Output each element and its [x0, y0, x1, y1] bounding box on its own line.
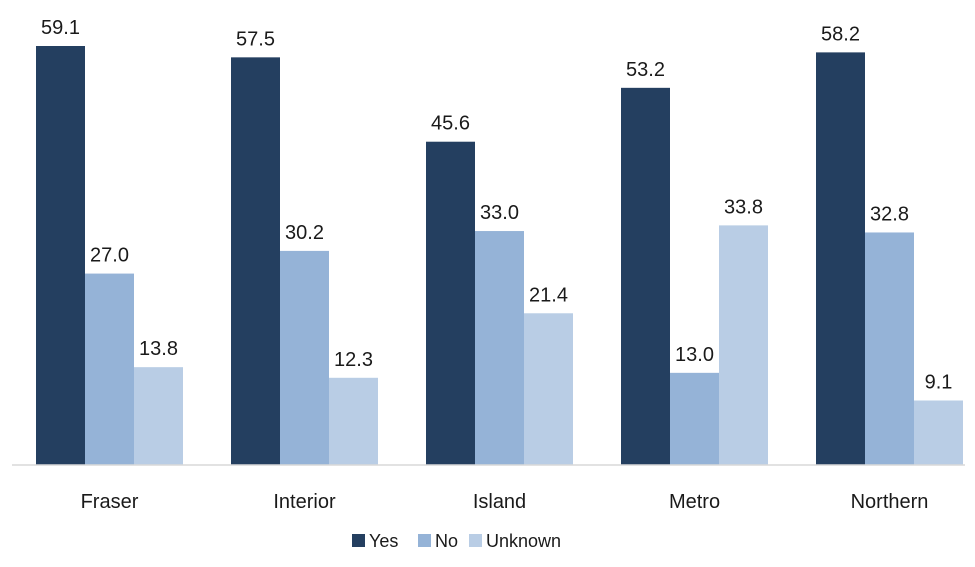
data-label-metro-no: 13.0 — [675, 344, 714, 366]
bar-interior-yes — [231, 57, 280, 466]
legend-label-unknown: Unknown — [486, 531, 561, 551]
data-label-island-no: 33.0 — [480, 202, 519, 224]
bar-island-yes — [426, 141, 475, 465]
data-label-island-yes: 45.6 — [431, 113, 470, 135]
data-label-island-unknown: 21.4 — [529, 284, 568, 306]
x-tick-labels: Fraser Interior Island Metro Northern — [81, 491, 929, 513]
bar-fraser-unknown — [134, 367, 183, 465]
bar-interior-no — [280, 250, 329, 465]
bar-island-no — [475, 231, 524, 465]
data-label-metro-yes: 53.2 — [626, 59, 665, 81]
x-tick-label-interior: Interior — [273, 491, 336, 513]
bars-layer — [36, 46, 963, 466]
bar-northern-yes — [816, 52, 865, 466]
data-label-interior-yes: 57.5 — [236, 28, 275, 50]
bar-fraser-yes — [36, 46, 85, 465]
legend-swatch-yes — [352, 534, 365, 547]
data-label-fraser-unknown: 13.8 — [139, 338, 178, 360]
data-label-fraser-yes: 59.1 — [41, 17, 80, 39]
legend: Yes No Unknown — [352, 531, 561, 551]
data-label-interior-unknown: 12.3 — [334, 349, 373, 371]
bar-fraser-no — [85, 273, 134, 465]
bar-interior-unknown — [329, 377, 378, 465]
data-label-fraser-no: 27.0 — [90, 245, 129, 267]
value-labels-layer: 59.1 27.0 13.8 57.5 30.2 12.3 45.6 33.0 21.4 53.2… — [41, 17, 952, 393]
x-tick-label-fraser: Fraser — [81, 491, 139, 513]
bar-northern-unknown — [914, 400, 963, 465]
data-label-northern-no: 32.8 — [870, 203, 909, 225]
data-label-northern-yes: 58.2 — [821, 23, 860, 45]
bar-island-unknown — [524, 313, 573, 465]
legend-swatch-unknown — [469, 534, 482, 547]
x-tick-label-northern: Northern — [851, 491, 929, 513]
data-label-interior-no: 30.2 — [285, 222, 324, 244]
bar-northern-no — [865, 232, 914, 465]
x-tick-label-metro: Metro — [669, 491, 720, 513]
bar-metro-unknown — [719, 225, 768, 465]
bar-metro-no — [670, 372, 719, 465]
data-label-northern-unknown: 9.1 — [925, 371, 953, 393]
legend-swatch-no — [418, 534, 431, 547]
bar-metro-yes — [621, 87, 670, 465]
x-tick-label-island: Island — [473, 491, 526, 513]
legend-label-yes: Yes — [369, 531, 398, 551]
data-label-metro-unknown: 33.8 — [724, 196, 763, 218]
legend-label-no: No — [435, 531, 458, 551]
